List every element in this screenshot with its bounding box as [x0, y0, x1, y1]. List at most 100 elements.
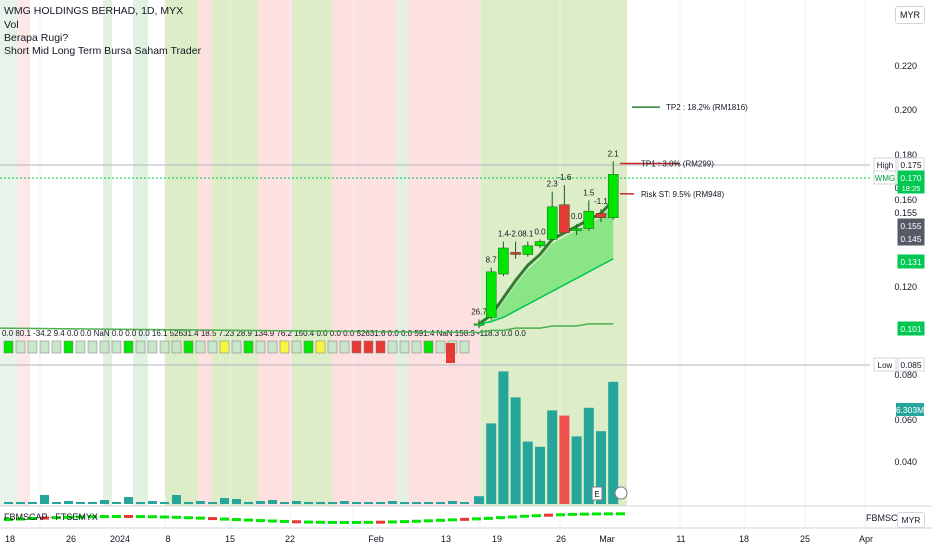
volume-bar-early-16	[196, 501, 205, 504]
volume-bar-early-19	[232, 499, 241, 504]
price-tick-0: 0.220	[894, 61, 917, 71]
flat-candle-23	[279, 340, 290, 354]
candle-10	[595, 213, 607, 218]
price-tick-10: 0.060	[894, 415, 917, 425]
flat-candle-drop	[446, 343, 455, 363]
price-tick-2: 0.180	[894, 150, 917, 160]
badge-value-1: 0.170	[900, 173, 922, 183]
volume-bar-early-24	[292, 501, 301, 504]
target-lines: TP2 : 18.2% (RM1816) TP1 : 3.0% (RM299) Ri…	[620, 103, 748, 199]
currency-selector[interactable]: MYR	[895, 6, 925, 24]
flat-candle-8	[99, 340, 110, 354]
volume-bar-early-12	[148, 501, 157, 504]
candle-value-label-6: 2.3	[547, 180, 559, 189]
flat-candle-34	[411, 340, 422, 354]
volume-bar-early-2	[28, 502, 37, 504]
sub-bar-27	[328, 520, 337, 524]
time-tick-13: 25	[800, 534, 810, 544]
sub-bar-33	[400, 520, 409, 524]
volume-bar-early-21	[256, 501, 265, 504]
badge-box-6	[897, 357, 925, 372]
sub-bar-50	[604, 512, 613, 516]
sub-bar-19	[232, 518, 241, 522]
band-8	[292, 0, 332, 506]
indicator-short-mid-long[interactable]: Short Mid Long Term Bursa Saham Trader	[4, 45, 202, 57]
time-tick-7: 13	[441, 534, 451, 544]
band-7	[258, 0, 292, 506]
volume-bar-early-6	[76, 502, 85, 504]
candle-value-label-10: -1.1	[594, 197, 608, 206]
band-1	[18, 0, 30, 506]
sub-bar-21	[256, 519, 265, 523]
flat-candle-3	[39, 340, 50, 354]
flat-candle-32	[387, 340, 398, 354]
sub-bar-43	[520, 514, 529, 518]
price-tick-1: 0.200	[894, 105, 917, 115]
candle-value-label-2: 1.4	[498, 230, 510, 239]
sub-bar-2	[28, 517, 37, 521]
grid-lines	[0, 0, 932, 529]
candle-value-label-11: 2.1	[608, 149, 620, 158]
sub-pane	[4, 512, 625, 524]
volume-bar-early-25	[304, 502, 313, 504]
sub-bar-3	[40, 516, 49, 520]
volume-bar-6	[547, 410, 558, 504]
badge-value-3: 0.145	[900, 234, 922, 244]
band-3	[133, 0, 148, 506]
time-tick-5: 22	[285, 534, 295, 544]
candle-8	[571, 228, 582, 231]
flat-candle-16	[195, 340, 206, 354]
volume-bar-10	[596, 431, 606, 504]
volume-bar-early-33	[400, 502, 409, 504]
flat-candle-14	[171, 340, 182, 354]
volume-bar-early-7	[88, 502, 97, 504]
volume-bar-early-15	[184, 502, 193, 504]
flat-candle-20	[243, 340, 254, 354]
band-10	[396, 0, 408, 506]
badge-value-5: 0.101	[900, 324, 922, 334]
flat-candle-9	[111, 340, 122, 354]
volume-bar-early-38	[460, 502, 469, 504]
band-5	[198, 0, 212, 506]
time-tick-11: 11	[676, 534, 685, 544]
sub-bar-16	[196, 516, 205, 520]
volume-bar-early-9	[112, 502, 121, 504]
volume-bar-early-34	[412, 502, 421, 504]
sub-bar-24	[292, 520, 301, 524]
sub-bar-41	[496, 516, 505, 520]
sub-bar-34	[412, 519, 421, 523]
candle-value-label-0: 26.7	[471, 308, 487, 317]
time-tick-10: Mar	[599, 534, 615, 544]
chart-title: WMG HOLDINGS BERHAD, 1D, MYX	[4, 5, 184, 17]
sub-bar-5	[64, 515, 73, 519]
volume-bar-early-8	[100, 500, 109, 504]
sub-bar-14	[172, 515, 181, 519]
indicator-vol[interactable]: Vol	[4, 19, 19, 31]
badge-label-box-6	[873, 357, 897, 372]
volume-bar-early-3	[40, 495, 49, 504]
sub-pane-currency[interactable]: MYR	[897, 512, 925, 528]
sub-bar-6	[76, 515, 85, 519]
time-tick-4: 15	[225, 534, 235, 544]
sub-bar-20	[244, 518, 253, 522]
flat-candle-22	[267, 340, 278, 354]
flat-candle-25	[303, 340, 314, 354]
indicator-berapa-rugi[interactable]: Berapa Rugi?	[4, 32, 69, 44]
volume-bar-early-30	[364, 502, 373, 504]
volume-bar-11	[608, 381, 619, 504]
sub-pane-label: FBMSCAP - FTSEMYX	[4, 512, 98, 522]
badge-label-box-1	[873, 170, 897, 185]
badge-value-2: 0.155	[900, 221, 922, 231]
volume-bar-early-35	[424, 502, 433, 504]
band-9	[332, 0, 396, 506]
volume-bar-early-36	[436, 502, 445, 504]
price-axis: 0.2200.2000.1800.1650.1600.1550.1200.080…	[873, 61, 925, 467]
sub-bar-17	[208, 517, 217, 521]
volume-bar-early-22	[268, 500, 277, 504]
badge-sub-1: 18:25	[902, 184, 921, 193]
volume-bar-early-26	[316, 502, 325, 504]
sub-bar-31	[376, 520, 385, 524]
flat-candle-35	[423, 340, 434, 354]
candle-value-label-9: 1.5	[583, 188, 595, 197]
